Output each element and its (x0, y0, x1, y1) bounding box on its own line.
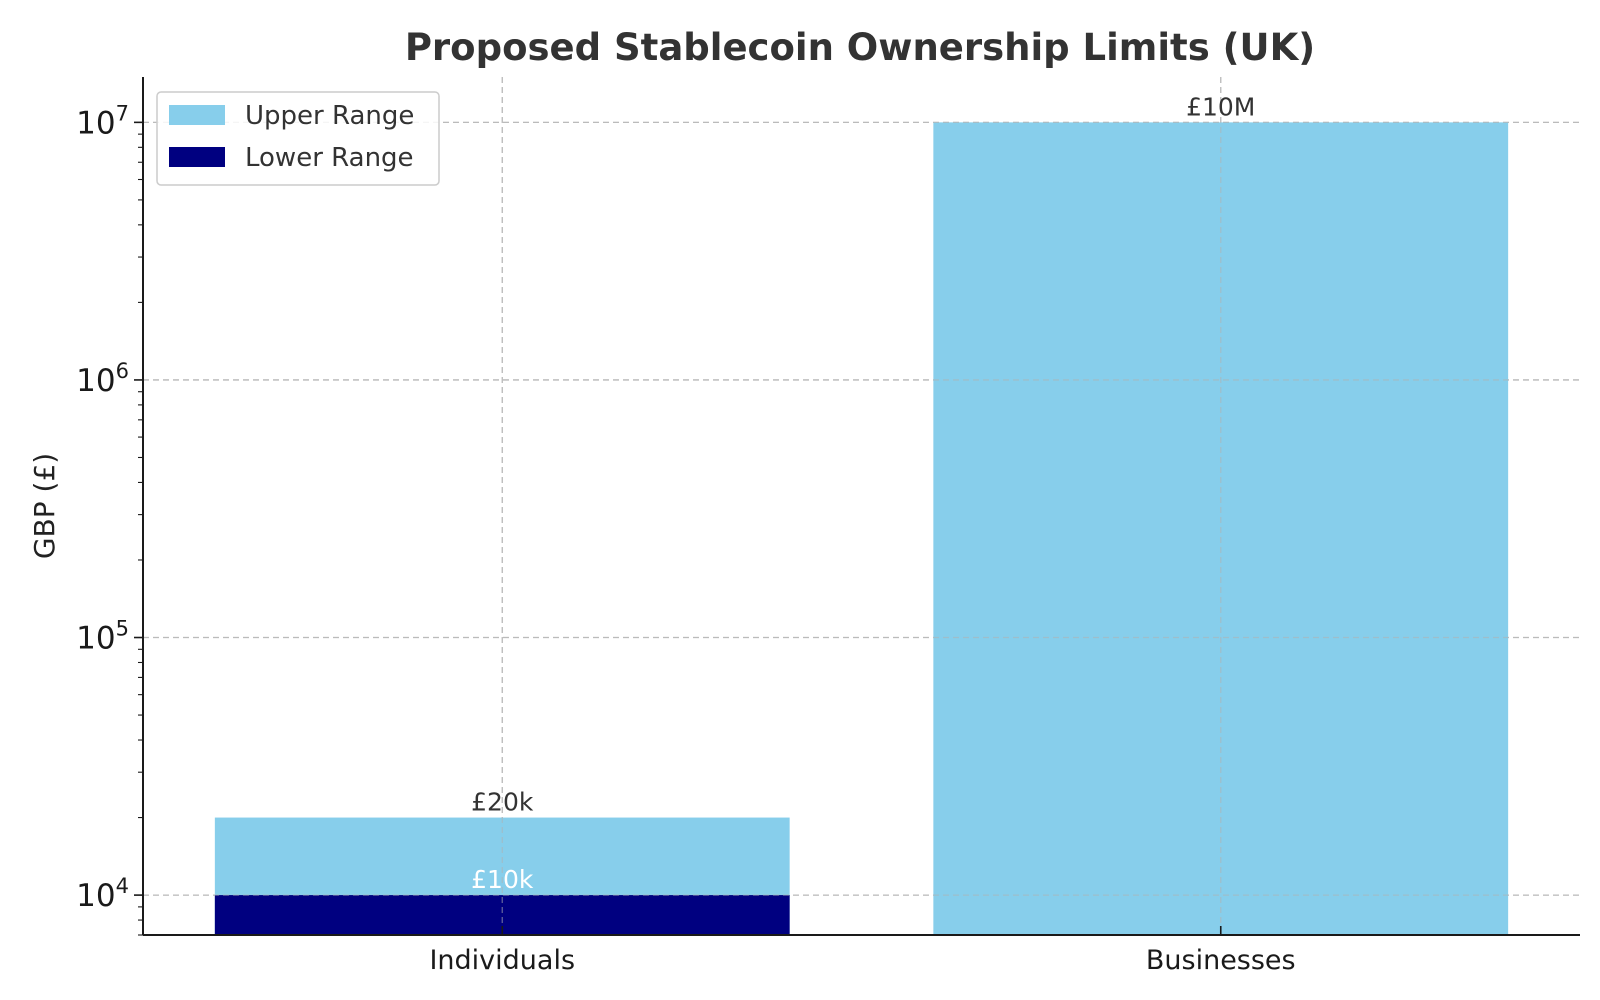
x-tick-label: Individuals (429, 945, 575, 976)
data-label: £10k (471, 865, 534, 894)
legend-swatch (169, 147, 225, 167)
chart-title: Proposed Stablecoin Ownership Limits (UK… (405, 26, 1315, 69)
legend-label: Upper Range (245, 101, 414, 131)
legend-box (156, 91, 440, 186)
data-label: £20k (471, 788, 534, 817)
y-axis-label: GBP (£) (28, 453, 61, 559)
legend-label: Lower Range (245, 143, 414, 173)
bars (143, 77, 1580, 936)
data-label: £10M (1186, 92, 1255, 121)
y-tick-label: 105 (76, 617, 129, 657)
y-tick-label: 107 (76, 101, 129, 141)
y-tick-label: 104 (76, 874, 129, 914)
y-tick-label: 106 (76, 359, 129, 399)
x-tick-label: Businesses (1146, 945, 1296, 976)
data-labels: £20k £10M £10k (471, 92, 1255, 894)
legend-swatch (169, 105, 225, 125)
legend: Upper Range Lower Range (156, 91, 440, 186)
axes: 104 105 106 107 Individuals Businesses (76, 77, 1580, 976)
